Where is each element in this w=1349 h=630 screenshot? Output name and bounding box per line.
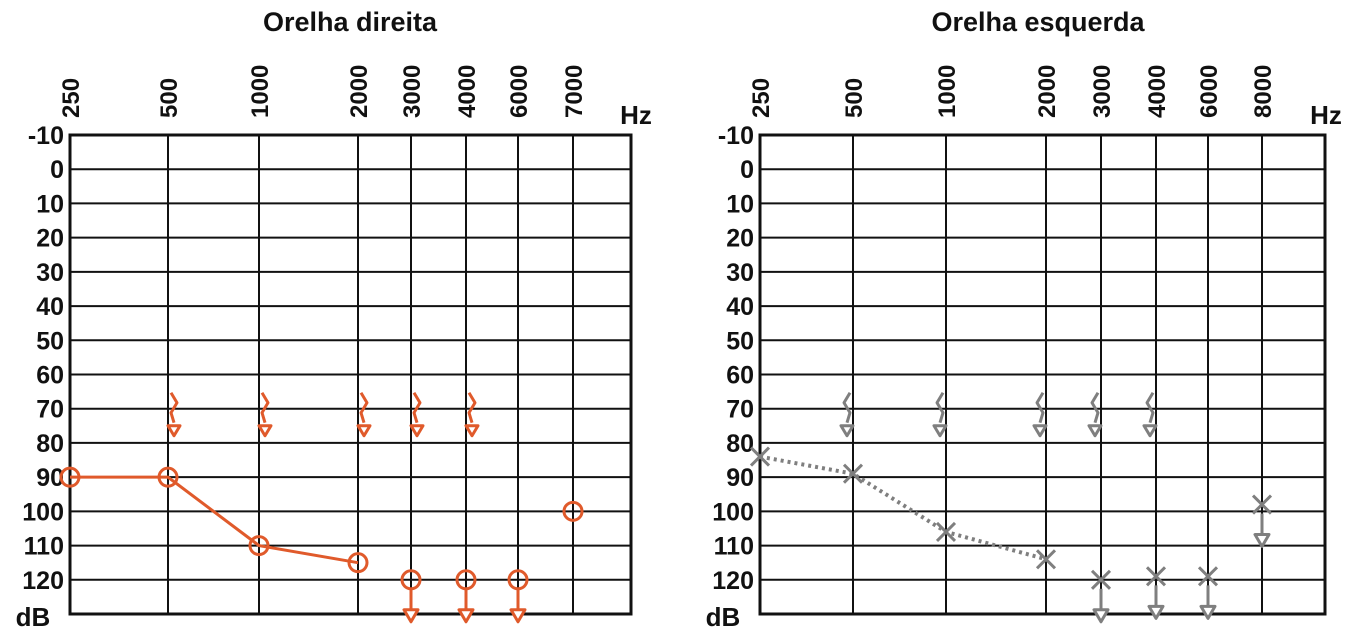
y-tick-label: 90	[36, 464, 64, 492]
x-tick-label: 2000	[346, 65, 373, 118]
air-conduction-line	[70, 475, 359, 565]
y-tick-label: 20	[726, 225, 754, 253]
no-response-arrowhead	[509, 608, 527, 624]
air-conduction-marker	[562, 500, 584, 522]
x-tick-label: 3000	[399, 65, 426, 118]
y-tick-label: 40	[726, 293, 754, 321]
no-response-arrowhead	[356, 424, 372, 438]
y-tick-label: 60	[36, 362, 64, 390]
air-conduction-marker	[935, 521, 957, 542]
bone-conduction-marker	[842, 391, 852, 424]
chart-title: Orelha esquerda	[931, 7, 1145, 37]
no-response-arrowhead	[464, 424, 480, 438]
bone-conduction-marker	[1090, 391, 1100, 424]
y-tick-label: -10	[718, 122, 754, 150]
air-conduction-marker	[157, 466, 179, 488]
y-tick-label: 100	[22, 498, 64, 526]
y-tick-label: 70	[726, 396, 754, 424]
no-response-arrowhead	[1087, 424, 1103, 438]
no-response-arrowhead	[1142, 424, 1158, 438]
no-response-arrowhead	[1253, 533, 1271, 549]
left-ear-audiogram: Orelha esquerda Hz dB 250 500 1000 2000 3000…	[706, 7, 1342, 630]
x-tick-label: 3000	[1089, 65, 1116, 118]
bone-conduction-marker	[1145, 391, 1155, 424]
right-ear-audiogram: Orelha direita Hz dB 250 500 1000 2000 3000 4…	[16, 7, 652, 630]
y-tick-label: 30	[36, 259, 64, 287]
bone-conduction-marker	[467, 391, 477, 424]
x-tick-label: 2000	[1034, 65, 1061, 118]
no-response-arrowhead	[1147, 604, 1165, 620]
y-tick-label: 50	[36, 327, 64, 355]
air-conduction-marker	[347, 552, 369, 574]
y-tick-label: 80	[36, 430, 64, 458]
no-response-arrowhead	[409, 424, 425, 438]
y-tick-label: 100	[712, 498, 754, 526]
bone-conduction-marker	[260, 391, 270, 424]
air-conduction-marker	[1197, 566, 1219, 587]
y-tick-label: 80	[726, 430, 754, 458]
air-conduction-marker	[1251, 494, 1273, 515]
no-response-arrowhead	[839, 424, 855, 438]
no-response-arrowhead	[402, 608, 420, 624]
air-conduction-line	[759, 454, 1047, 562]
plot-frame	[758, 133, 1327, 616]
no-response-arrowhead	[166, 424, 182, 438]
y-tick-label: 0	[740, 156, 754, 184]
bone-conduction-marker	[359, 391, 369, 424]
bone-conduction-marker	[1035, 391, 1045, 424]
chart-title: Orelha direita	[263, 7, 438, 37]
y-tick-label: 30	[726, 259, 754, 287]
y-tick-label: 20	[36, 225, 64, 253]
y-tick-label: 10	[36, 190, 64, 218]
y-tick-label: 40	[36, 293, 64, 321]
no-response-arrowhead	[457, 608, 475, 624]
y-unit-label: dB	[706, 602, 741, 630]
y-tick-label: 120	[22, 567, 64, 595]
y-tick-label: 90	[726, 464, 754, 492]
y-tick-label: 50	[726, 327, 754, 355]
y-tick-label: 0	[50, 156, 64, 184]
no-response-arrowhead	[1199, 604, 1217, 620]
plot-frame	[68, 133, 633, 616]
x-tick-label: 500	[841, 78, 868, 118]
y-unit-label: dB	[16, 602, 51, 630]
x-unit-label: Hz	[1310, 100, 1342, 130]
y-tick-label: 70	[36, 396, 64, 424]
x-tick-label: 4000	[454, 65, 481, 118]
x-tick-label: 8000	[1250, 65, 1277, 118]
air-conduction-marker	[1090, 569, 1112, 590]
y-tick-label: 110	[714, 533, 754, 561]
x-tick-label: 500	[156, 78, 183, 118]
air-conduction-marker	[1145, 566, 1167, 587]
no-response-arrowhead	[257, 424, 273, 438]
x-tick-label: 250	[748, 78, 775, 118]
y-tick-label: -10	[28, 122, 64, 150]
x-tick-label: 4000	[1144, 65, 1171, 118]
no-response-arrowhead	[1032, 424, 1048, 438]
air-conduction-marker	[1035, 549, 1057, 570]
air-conduction-marker	[248, 535, 270, 557]
no-response-arrowhead	[932, 424, 948, 438]
x-tick-label: 250	[58, 78, 85, 118]
y-tick-label: 60	[726, 362, 754, 390]
x-tick-label: 7000	[561, 65, 588, 118]
air-conduction-marker	[59, 466, 81, 488]
x-tick-label: 6000	[1196, 65, 1223, 118]
y-tick-label: 110	[24, 533, 64, 561]
x-unit-label: Hz	[620, 100, 652, 130]
y-tick-label: 10	[726, 190, 754, 218]
bone-conduction-marker	[935, 391, 945, 424]
no-response-arrowhead	[1092, 608, 1110, 624]
bone-conduction-marker	[412, 391, 422, 424]
air-conduction-marker	[842, 463, 864, 484]
air-conduction-marker	[749, 446, 771, 467]
y-tick-label: 120	[712, 567, 754, 595]
x-tick-label: 1000	[934, 65, 961, 118]
x-tick-label: 6000	[506, 65, 533, 118]
bone-conduction-marker	[169, 391, 179, 424]
x-tick-label: 1000	[247, 65, 274, 118]
